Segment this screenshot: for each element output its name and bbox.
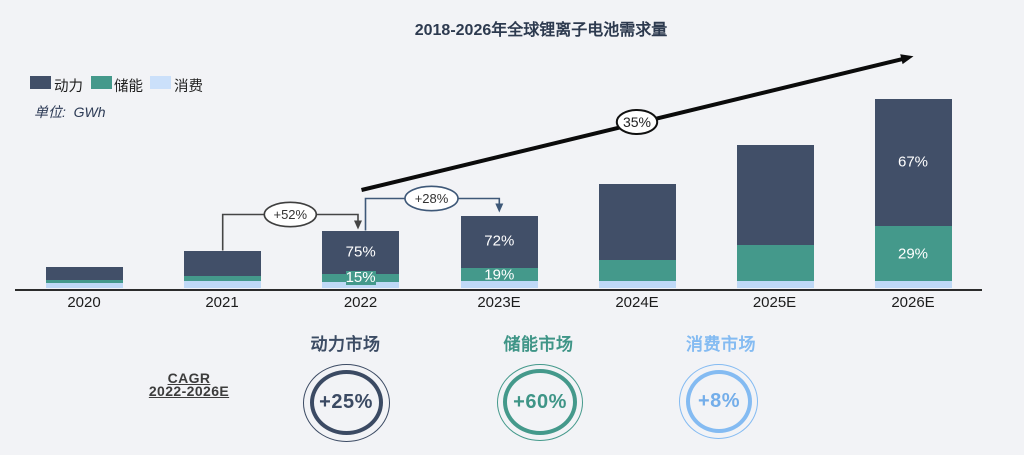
svg-text:+28%: +28% — [415, 191, 449, 206]
svg-text:35%: 35% — [623, 114, 651, 130]
svg-text:+52%: +52% — [273, 207, 307, 222]
